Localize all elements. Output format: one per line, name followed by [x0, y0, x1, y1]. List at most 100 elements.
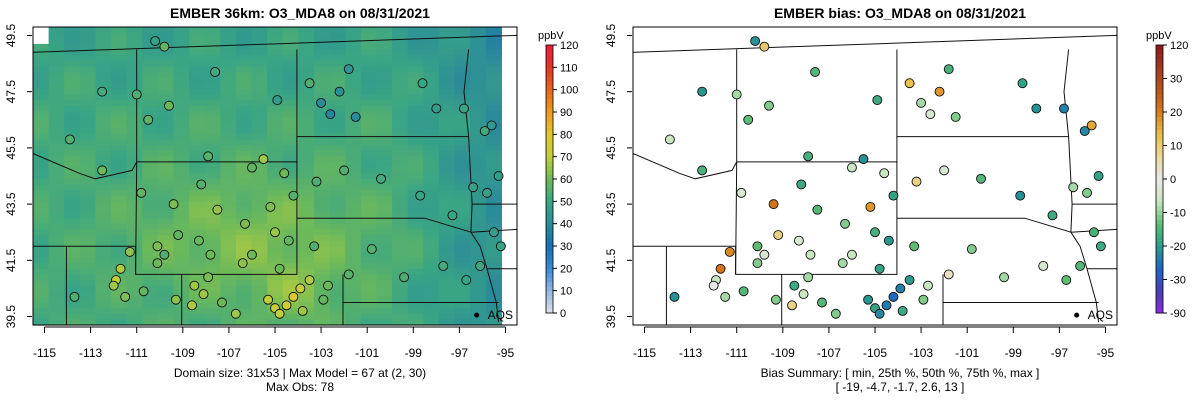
- left-model-cell: [282, 184, 300, 191]
- left-model-cell: [173, 94, 190, 101]
- left-model-cell: [64, 100, 81, 107]
- left-model-cell: [392, 122, 409, 129]
- right-station-point: [999, 272, 1010, 283]
- left-model-cell: [111, 43, 128, 51]
- left-model-cell: [345, 167, 362, 174]
- left-model-cell: [314, 184, 331, 191]
- left-model-cell: [314, 178, 331, 186]
- left-colorbar-segment: [546, 147, 553, 153]
- left-model-cell: [360, 83, 378, 90]
- left-model-cell: [314, 251, 331, 259]
- left-model-cell: [204, 139, 221, 146]
- left-model-cell: [298, 94, 315, 101]
- right-station-point: [1095, 241, 1106, 252]
- left-model-cell: [142, 173, 159, 180]
- right-station-point: [847, 249, 857, 260]
- left-model-cell: [345, 223, 362, 231]
- left-model-cell: [360, 27, 378, 34]
- right-lon-tick-label: -97: [1051, 346, 1069, 360]
- left-model-cell: [267, 291, 284, 298]
- left-model-cell: [360, 229, 378, 236]
- left-model-cell: [126, 296, 143, 304]
- left-model-cell: [282, 223, 300, 231]
- left-station-point: [343, 269, 354, 280]
- left-model-cell: [95, 128, 112, 135]
- left-model-cell: [173, 122, 190, 129]
- left-model-cell: [376, 268, 393, 275]
- left-model-cell: [204, 167, 221, 174]
- left-model-cell: [251, 167, 268, 174]
- right-colorbar-segment: [1156, 161, 1163, 167]
- left-model-cell: [142, 206, 159, 214]
- left-model-cell: [407, 55, 424, 62]
- right-station-point: [731, 89, 742, 100]
- left-model-cell: [454, 88, 471, 96]
- left-model-cell: [126, 201, 143, 208]
- left-model-cell: [251, 251, 268, 259]
- left-model-cell: [454, 167, 471, 174]
- left-model-cell: [407, 77, 424, 84]
- left-model-cell: [329, 139, 346, 146]
- left-model-cell: [298, 263, 315, 270]
- left-model-cell: [220, 190, 237, 197]
- left-model-cell: [345, 100, 362, 107]
- left-model-cell: [438, 296, 456, 304]
- left-model-cell: [95, 105, 112, 112]
- left-model-cell: [79, 116, 97, 124]
- left-model-cell: [79, 27, 97, 34]
- left-model-cell: [126, 212, 143, 219]
- right-colorbar-segment: [1156, 263, 1163, 269]
- left-model-cell: [220, 55, 237, 62]
- right-colorbar-segment: [1156, 156, 1163, 162]
- right-station-point: [881, 300, 892, 311]
- left-model-cell: [298, 201, 315, 208]
- left-model-cell: [360, 280, 378, 287]
- left-model-cell: [204, 88, 221, 96]
- left-model-cell: [189, 145, 206, 152]
- left-model-cell: [267, 116, 284, 124]
- left-model-cell: [111, 167, 128, 174]
- left-model-cell: [235, 94, 253, 101]
- left-model-cell: [79, 302, 97, 309]
- left-colorbar-segment: [546, 183, 553, 189]
- left-station-point: [150, 36, 161, 47]
- left-model-cell: [360, 274, 378, 281]
- left-model-cell: [423, 150, 440, 157]
- left-model-cell: [79, 150, 97, 157]
- left-model-cell: [423, 116, 440, 124]
- left-model-cell: [423, 161, 440, 169]
- left-model-cell: [64, 60, 81, 67]
- left-model-cell: [298, 302, 315, 309]
- left-model-cell: [220, 27, 237, 34]
- left-model-cell: [95, 116, 112, 124]
- left-model-cell: [376, 83, 393, 90]
- left-colorbar-segment: [546, 58, 553, 64]
- left-map: AQS-115 -113 -111 -109 -107 -105 -103 -101 -99 -9…: [4, 23, 578, 360]
- left-model-cell: [157, 178, 175, 186]
- left-model-cell: [235, 150, 253, 157]
- left-model-cell: [329, 268, 346, 275]
- left-model-cell: [220, 111, 237, 118]
- right-station-point: [897, 305, 908, 316]
- left-model-cell: [189, 100, 206, 107]
- left-model-cell: [329, 100, 346, 107]
- left-model-cell: [376, 145, 393, 152]
- left-model-cell: [376, 308, 393, 315]
- left-model-cell: [423, 178, 440, 186]
- left-model-cell: [345, 291, 362, 298]
- left-model-cell: [282, 167, 300, 174]
- left-model-cell: [392, 100, 409, 107]
- left-station-point: [325, 109, 336, 120]
- left-colorbar-segment: [546, 272, 553, 278]
- left-model-cell: [48, 49, 65, 56]
- left-model-cell: [95, 206, 112, 214]
- left-model-cell: [423, 268, 440, 275]
- left-model-cell: [470, 116, 487, 124]
- left-model-cell: [64, 128, 81, 135]
- right-colorbar-segment: [1156, 147, 1163, 153]
- left-colorbar-segment: [546, 165, 553, 171]
- left-model-cell: [392, 190, 409, 197]
- left-model-cell: [95, 71, 112, 79]
- left-model-cell: [282, 145, 300, 152]
- left-model-cell: [173, 49, 190, 56]
